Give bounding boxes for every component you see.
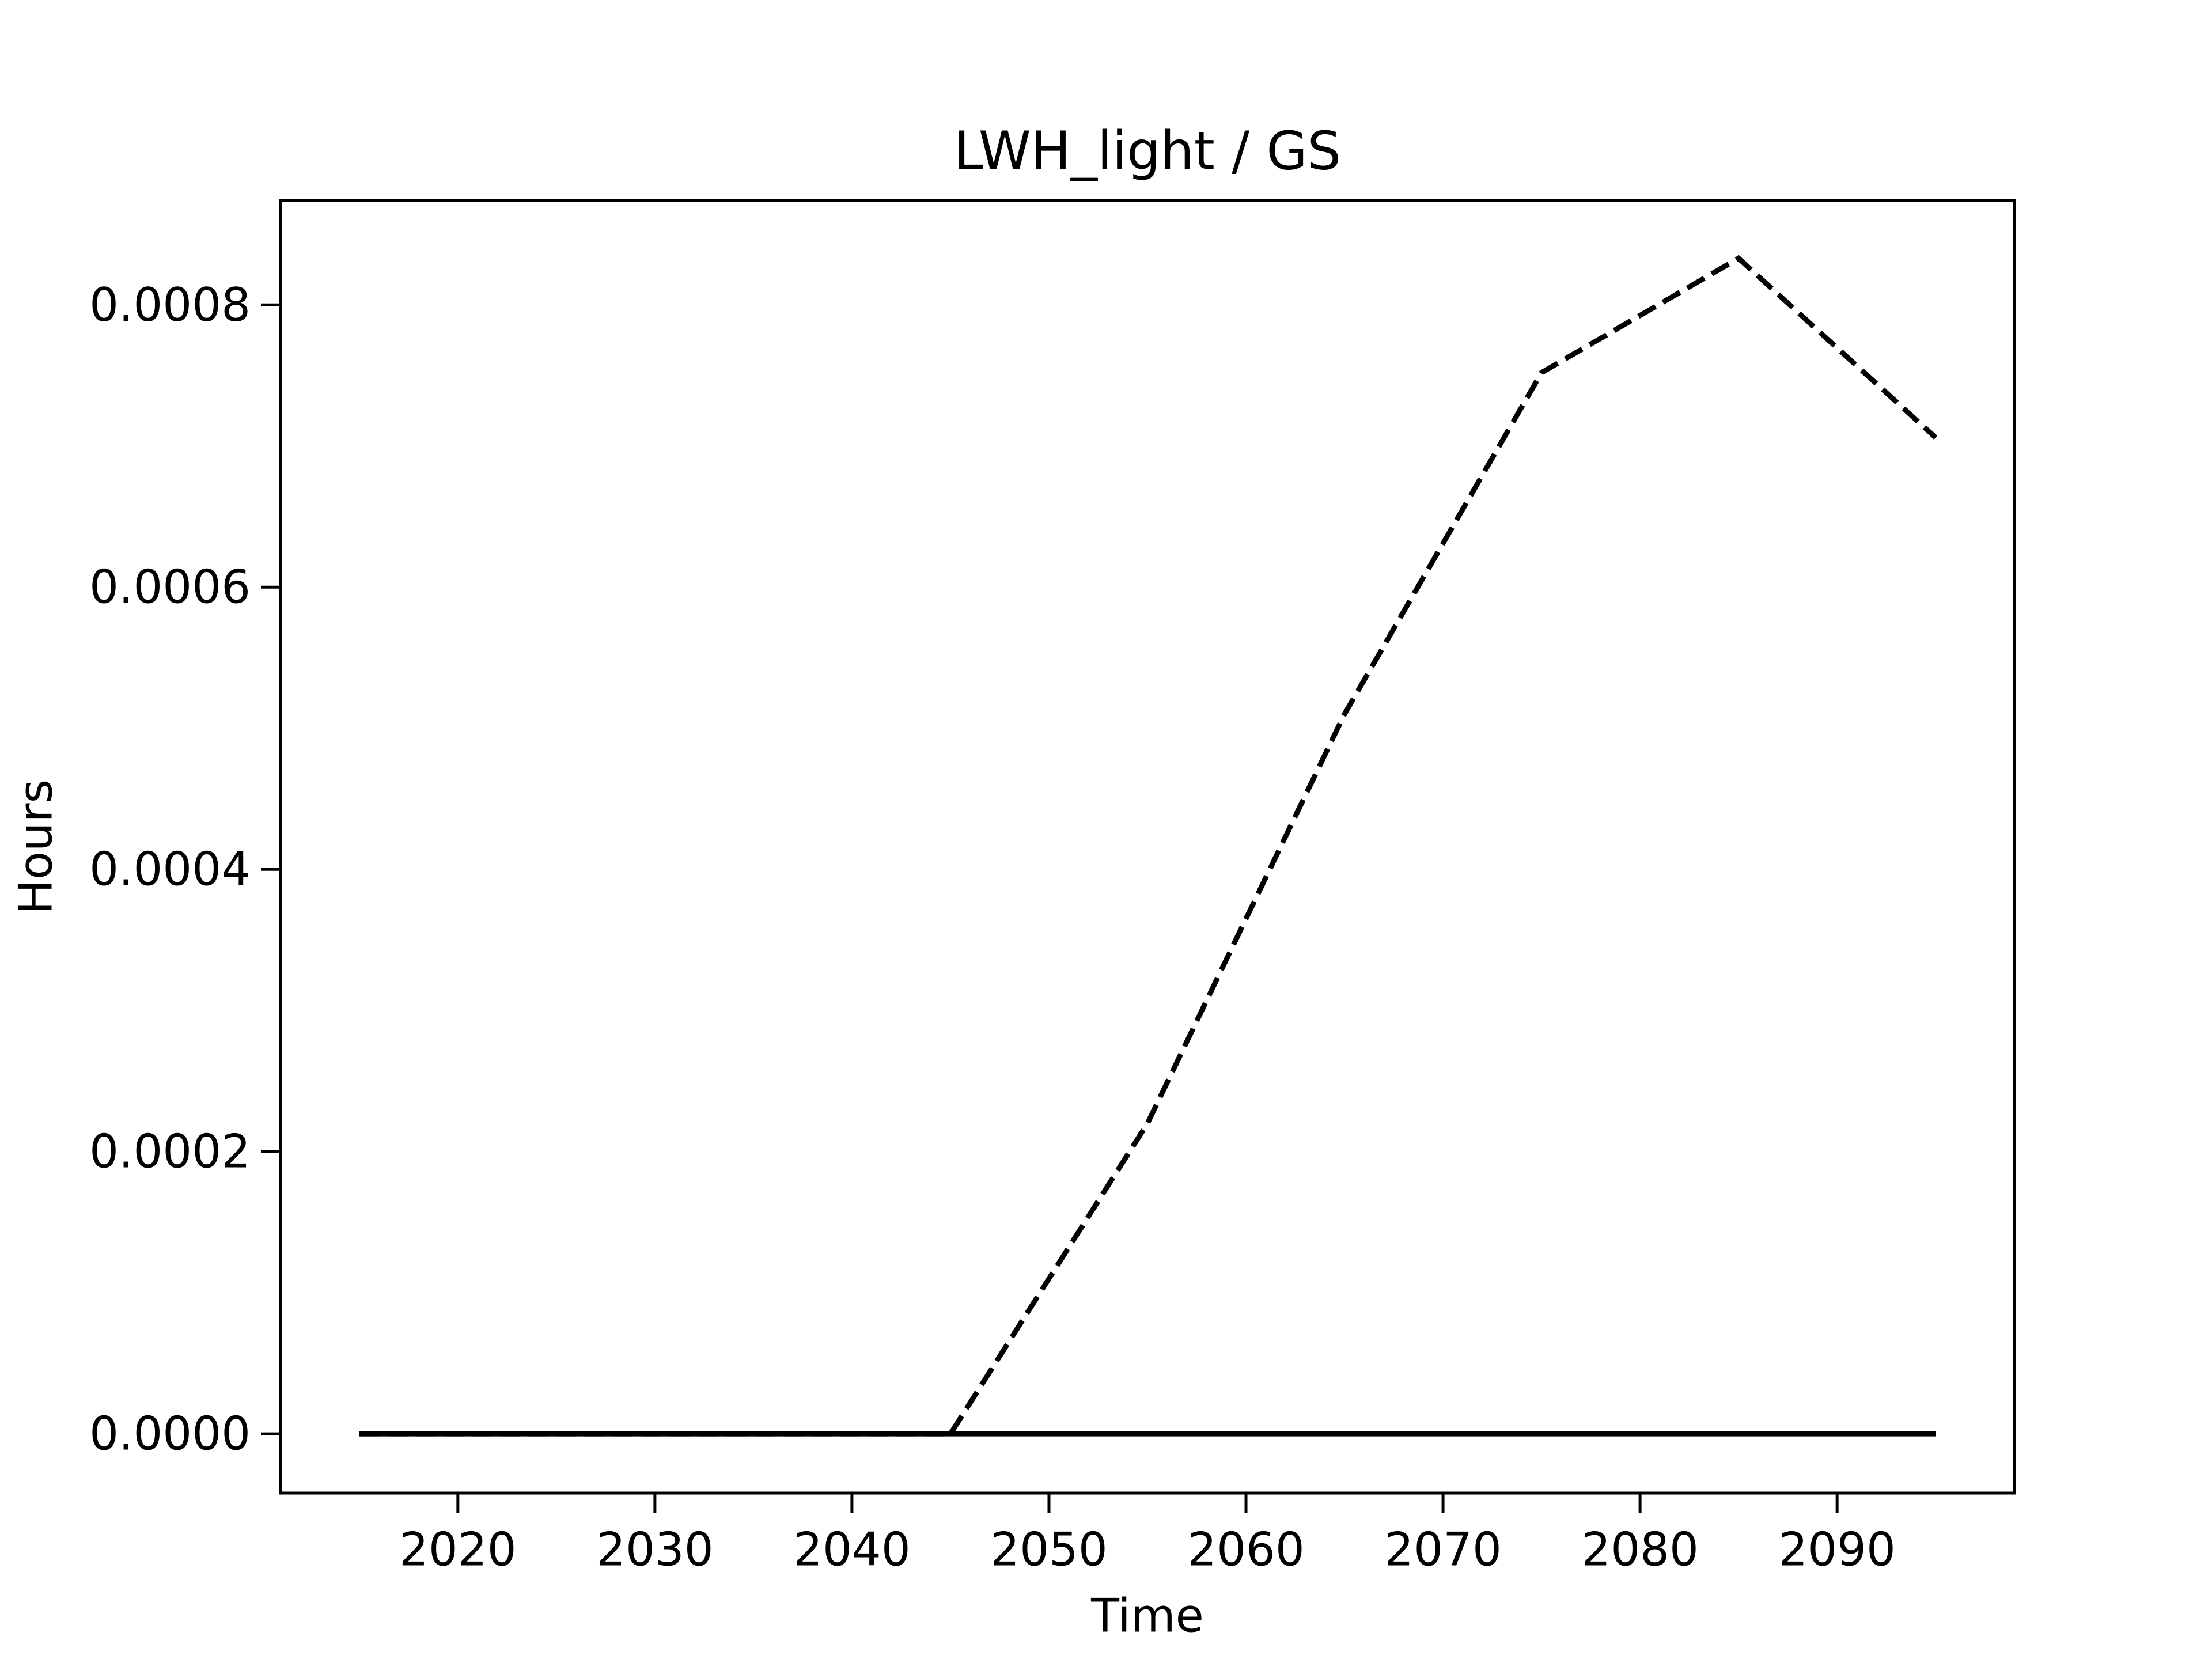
x-tick-label: 2040 [793,1523,911,1577]
x-tick-label: 2060 [1187,1523,1305,1577]
y-tick-label: 0.0006 [89,560,251,614]
y-tick-label: 0.0002 [89,1125,251,1179]
plot-frame [279,199,2016,1495]
y-tick-label: 0.0004 [89,843,251,896]
y-axis: 0.0000 0.0002 0.0004 0.0006 0.0008 [89,278,281,1461]
x-tick-label: 2070 [1384,1523,1502,1577]
x-tick-label: 2080 [1581,1523,1699,1577]
series-layer [359,255,1938,1437]
x-tick-label: 2020 [399,1523,517,1577]
x-tick-label: 2050 [990,1523,1108,1577]
x-tick-label: 2030 [596,1523,714,1577]
y-tick-label: 0.0008 [89,278,251,332]
x-axis-label: Time [1090,1589,1204,1643]
x-axis: 2020 2030 2040 2050 2060 2070 2080 2090 [399,1493,1896,1577]
chart-title: LWH_light / GS [954,120,1341,182]
x-tick-label: 2090 [1778,1523,1896,1577]
y-axis-label: Hours [9,779,63,914]
y-tick-label: 0.0000 [89,1407,251,1461]
